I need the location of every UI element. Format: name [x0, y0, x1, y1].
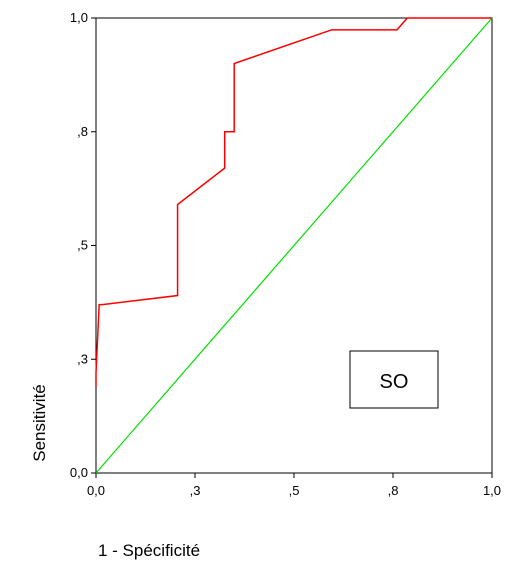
series-layer: [95, 17, 493, 474]
x-tick-label: ,8: [388, 483, 399, 498]
x-tick-label: ,5: [289, 483, 300, 498]
legend-frame: [349, 350, 439, 409]
tick-layer: 0,0 ,3 ,5 ,8 1,0 0,0 ,3 ,5 ,8 1,0: [70, 10, 501, 498]
y-tick-label: 1,0: [70, 10, 88, 25]
roc-curve-line: [95, 17, 492, 387]
y-tick-label: ,3: [77, 351, 88, 366]
reference-diagonal-line: [95, 17, 493, 474]
y-tick-label: 0,0: [70, 465, 88, 480]
x-axis-title: 1 - Spécificité: [98, 541, 200, 560]
y-tick-label: ,5: [77, 238, 88, 253]
y-axis-title: Sensitivité: [30, 384, 49, 461]
legend-box: SO: [349, 350, 439, 409]
x-tick-label: ,3: [190, 483, 201, 498]
x-tick-label: 0,0: [87, 483, 105, 498]
y-tick-label: ,8: [77, 124, 88, 139]
legend-label: SO: [380, 371, 409, 393]
x-tick-label: 1,0: [483, 483, 501, 498]
